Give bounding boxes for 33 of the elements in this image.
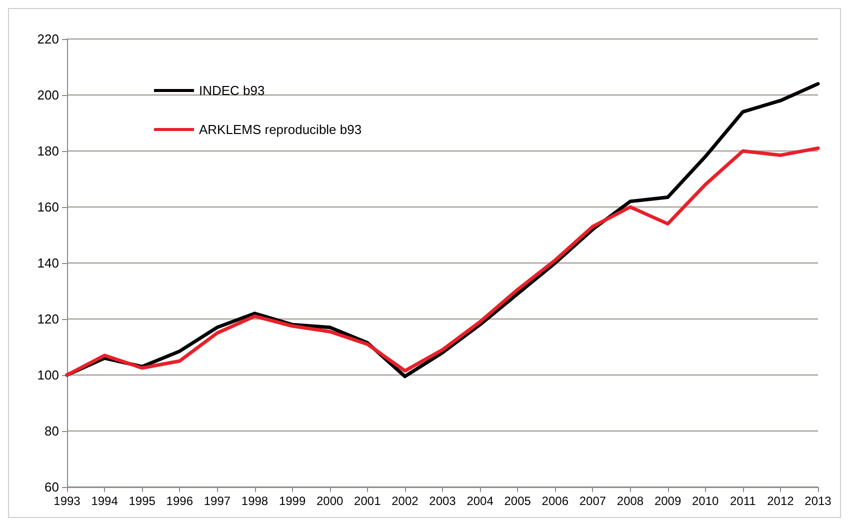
x-tick-label: 2011 — [730, 494, 756, 508]
y-tick-label: 60 — [44, 480, 59, 494]
x-tick-label: 2007 — [579, 494, 606, 508]
x-tick-label: 1997 — [204, 494, 231, 508]
x-tick-label: 1996 — [166, 494, 194, 508]
x-tick-label: 2005 — [504, 494, 532, 508]
x-tick-label: 2012 — [767, 494, 794, 508]
x-tick-label: 2004 — [466, 494, 494, 508]
x-tick-label: 1998 — [241, 494, 268, 508]
x-tick-label: 1993 — [54, 494, 81, 508]
x-tick-label: 2000 — [316, 494, 344, 508]
x-tick-label: 1995 — [128, 494, 156, 508]
y-tick-label: 100 — [37, 368, 59, 382]
x-tick-label: 1999 — [278, 494, 306, 508]
y-tick-label: 220 — [37, 32, 59, 46]
legend-label: ARKLEMS reproducible b93 — [199, 122, 362, 137]
x-tick-label: 2008 — [616, 494, 644, 508]
legend-label: INDEC b93 — [199, 83, 265, 98]
line-series — [65, 146, 820, 377]
x-tick-label: 2002 — [392, 494, 419, 508]
y-tick-label: 140 — [37, 256, 59, 270]
y-tick-label: 80 — [44, 424, 59, 438]
x-tick-label: 2009 — [654, 494, 682, 508]
y-tick-label: 180 — [37, 144, 59, 158]
x-tick-label: 2001 — [354, 494, 382, 508]
x-tick-label: 2010 — [692, 494, 720, 508]
x-tick-label: 2006 — [542, 494, 569, 508]
y-tick-label: 120 — [37, 312, 59, 326]
x-tick-label: 2003 — [429, 494, 456, 508]
x-tick-label: 1994 — [91, 494, 118, 508]
x-tick-label: 2013 — [804, 494, 832, 508]
y-tick-label: 200 — [37, 88, 59, 102]
y-tick-label: 160 — [37, 200, 59, 214]
